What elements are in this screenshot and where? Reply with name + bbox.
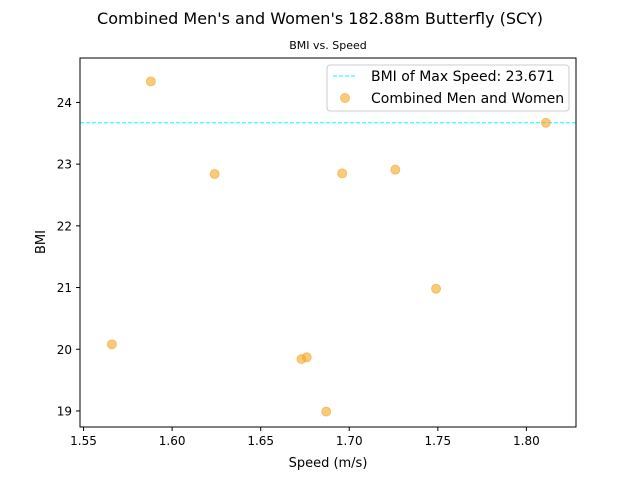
x-tick-label: 1.80 bbox=[513, 434, 540, 448]
data-point bbox=[540, 117, 551, 128]
legend-reference-line-label: BMI of Max Speed: 23.671 bbox=[371, 69, 555, 85]
data-point bbox=[337, 168, 348, 179]
x-axis-label: Speed (m/s) bbox=[289, 456, 368, 471]
data-point bbox=[209, 169, 220, 180]
chart-subtitle: BMI vs. Speed bbox=[289, 39, 367, 52]
data-point bbox=[431, 283, 442, 294]
y-tick-label: 20 bbox=[57, 343, 72, 357]
data-point bbox=[301, 352, 312, 363]
y-tick-label: 24 bbox=[57, 96, 72, 110]
data-point bbox=[106, 339, 117, 350]
y-tick-label: 21 bbox=[57, 281, 72, 295]
x-tick-label: 1.75 bbox=[424, 434, 451, 448]
x-tick-label: 1.55 bbox=[70, 434, 97, 448]
y-tick-label: 23 bbox=[57, 158, 72, 172]
legend-series-label: Combined Men and Women bbox=[371, 91, 564, 107]
x-tick-label: 1.65 bbox=[247, 434, 274, 448]
chart-title: Combined Men's and Women's 182.88m Butte… bbox=[97, 9, 543, 28]
legend: BMI of Max Speed: 23.671 Combined Men an… bbox=[326, 64, 570, 112]
data-point bbox=[145, 76, 156, 87]
legend-box bbox=[326, 64, 570, 112]
y-tick-label: 22 bbox=[57, 219, 72, 233]
data-point bbox=[390, 164, 401, 175]
data-point bbox=[321, 406, 332, 417]
legend-series-marker bbox=[340, 93, 350, 103]
y-axis-label: BMI bbox=[34, 230, 49, 254]
x-tick-label: 1.60 bbox=[159, 434, 186, 448]
y-tick-label: 19 bbox=[57, 404, 72, 418]
plot-area: 1.55 1.60 1.65 1.70 1.75 1.80 19 20 21 22 23 24 bbox=[57, 76, 576, 448]
x-tick-label: 1.70 bbox=[336, 434, 363, 448]
plot-frame bbox=[79, 57, 577, 428]
